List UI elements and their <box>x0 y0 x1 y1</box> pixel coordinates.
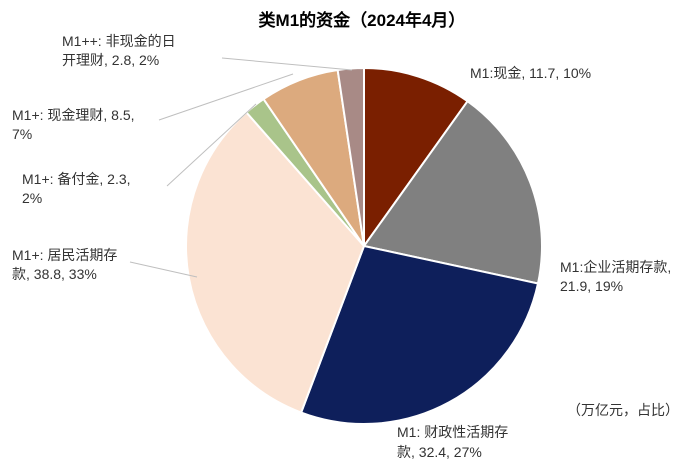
slice-label-5: M1+: 备付金, 2.3, 2% <box>22 171 131 206</box>
pie-slice-1 <box>363 66 469 250</box>
slice-label-line: 2% <box>22 190 42 206</box>
leader-line-5 <box>166 103 257 187</box>
slice-label-6: M1+: 现金理财, 8.5, 7% <box>12 107 135 142</box>
slice-label-7: M1++: 非现金的日开理财, 2.8, 2% <box>62 33 176 68</box>
slice-label-line: 7% <box>12 126 32 142</box>
slice-label-line: M1:现金, 11.7, 10% <box>470 65 591 81</box>
leader-line-7 <box>221 57 353 71</box>
slice-label-line: M1: 财政性活期存 <box>397 424 508 440</box>
leader-line-6 <box>158 73 294 121</box>
labels-layer: M1:现金, 11.7, 10% M1:企业活期存款, 21.9, 19% M1: 财… <box>12 33 671 460</box>
slice-label-line: 款, 38.8, 33% <box>12 266 97 282</box>
pie-slice-3 <box>299 244 540 425</box>
slice-label-line: 21.9, 19% <box>560 278 623 294</box>
pie-slice-7 <box>336 66 365 247</box>
leader-line-4 <box>129 261 198 278</box>
slice-label-4: M1+: 居民活期存款, 38.8, 33% <box>12 247 117 282</box>
slice-label-line: M1:企业活期存款, <box>560 259 671 275</box>
slice-label-line: M1+: 居民活期存 <box>12 247 117 263</box>
slice-label-3: M1: 财政性活期存款, 32.4, 27% <box>397 424 508 460</box>
leaders-layer <box>129 57 353 278</box>
unit-note: （万亿元，占比） <box>567 402 679 418</box>
slice-label-2: M1:企业活期存款, 21.9, 19% <box>560 259 671 294</box>
slice-label-line: M1+: 现金理财, 8.5, <box>12 107 135 123</box>
pie-slice-2 <box>362 99 543 285</box>
chart-title: 类M1的资金（2024年4月） <box>259 10 466 30</box>
slices-layer <box>185 66 543 425</box>
pie-slice-4 <box>185 110 366 414</box>
slice-label-1: M1:现金, 11.7, 10% <box>470 65 591 81</box>
slice-label-line: M1+: 备付金, 2.3, <box>22 171 131 187</box>
slice-label-line: 款, 32.4, 27% <box>397 444 482 460</box>
slice-label-line: 开理财, 2.8, 2% <box>62 52 159 68</box>
slice-label-line: M1++: 非现金的日 <box>62 33 176 49</box>
